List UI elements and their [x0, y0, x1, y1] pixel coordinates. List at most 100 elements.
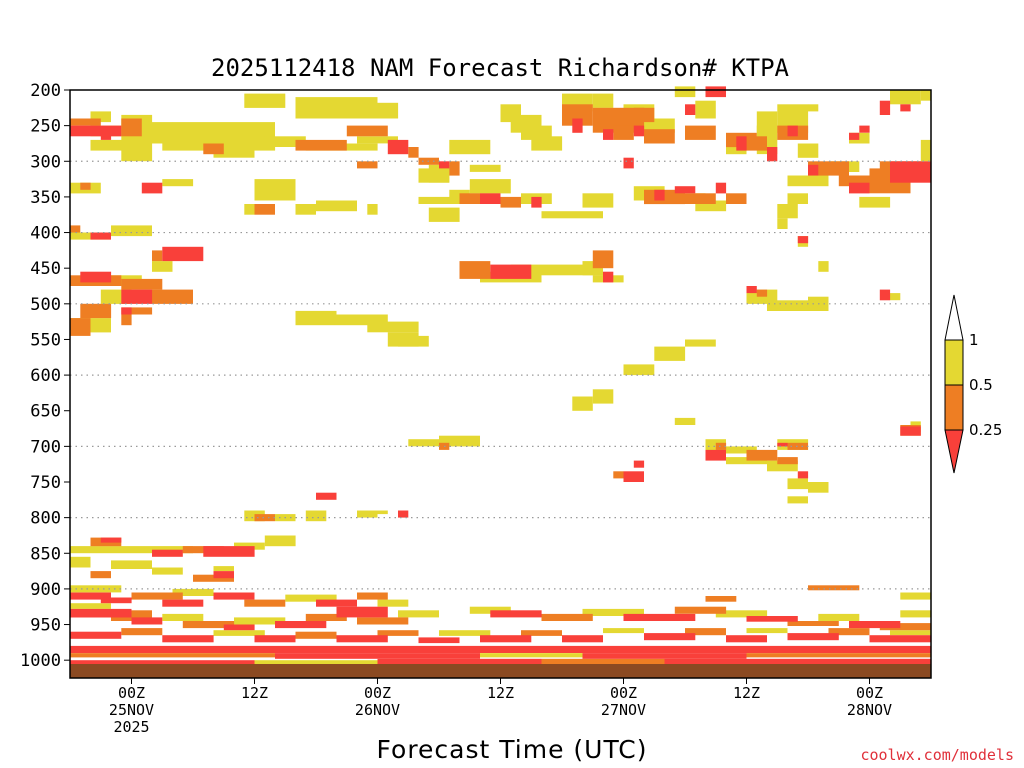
legend-label-1: 1 [969, 331, 979, 349]
ri-cell-y [213, 147, 255, 158]
ri-cell-r [223, 624, 255, 631]
ri-cell-r [562, 635, 603, 643]
ri-cell-y [808, 104, 819, 112]
ri-cell-o [613, 125, 634, 140]
ri-cell-y [900, 592, 932, 600]
ri-cell-y [674, 417, 696, 425]
y-tick-label: 400 [30, 224, 61, 244]
ri-cell-r [879, 100, 891, 115]
ri-cell-r [336, 606, 388, 618]
ri-cell-o [644, 129, 675, 144]
ri-cell-o [80, 182, 91, 190]
ri-cell-r [623, 613, 696, 621]
x-tick-label: 28NOV [847, 701, 892, 719]
ri-cell-o [808, 585, 860, 591]
ri-cell-o [633, 107, 655, 123]
ri-cell-o [459, 193, 480, 204]
ri-cell-r [715, 182, 727, 194]
ri-cell-y [357, 136, 398, 144]
ri-cell-o [295, 631, 337, 639]
ri-cell-r [644, 633, 696, 641]
ri-cell-r [746, 616, 798, 622]
ri-cell-o [377, 630, 419, 636]
y-tick-label: 650 [30, 402, 61, 422]
ri-cell-r [418, 637, 460, 644]
ri-cell-r [121, 307, 132, 315]
ri-cell-r [152, 549, 183, 557]
ri-cell-r [674, 186, 696, 194]
ri-cell-o [305, 613, 347, 621]
ri-cell-r [746, 286, 757, 294]
ri-cell-y [172, 588, 214, 596]
ri-cell-r [70, 645, 931, 653]
x-tick-label: 12Z [487, 684, 514, 702]
ri-cell-y [685, 339, 716, 347]
ri-cell-y [152, 261, 173, 272]
ri-cell-r [654, 189, 665, 201]
x-tick-label: 2025 [113, 718, 149, 736]
ri-cell-r [531, 196, 542, 208]
ri-cell-r [900, 104, 911, 112]
ri-cell-o [879, 623, 932, 631]
ri-cell-r [377, 658, 542, 666]
ri-cell-y [234, 617, 286, 625]
ri-cell-o [756, 289, 768, 297]
ri-cell-y [111, 225, 152, 237]
ri-cell-o [674, 606, 727, 614]
ri-cell-y [408, 439, 450, 447]
ri-cell-y [367, 321, 419, 333]
ri-cell-r [633, 125, 645, 137]
ri-cell-o [828, 628, 870, 636]
ri-cell-r [213, 571, 234, 579]
y-tick-label: 500 [30, 295, 61, 315]
ri-cell-r [254, 635, 296, 643]
ri-cell-o [541, 658, 665, 665]
ri-cell-r [623, 157, 634, 169]
ri-cell-y [654, 346, 686, 361]
ri-cell-o [357, 161, 378, 169]
ri-cell-y [254, 179, 296, 201]
ri-cell-r [849, 182, 870, 194]
ri-cell-y [449, 139, 491, 155]
ri-cell-o [193, 574, 234, 582]
ri-cell-r [808, 164, 819, 176]
ri-cell-y [152, 567, 183, 575]
y-tick-label: 850 [30, 544, 61, 564]
ri-cell-y [469, 606, 511, 614]
ri-cell-r [705, 449, 726, 461]
legend-label-0.5: 0.5 [969, 376, 993, 394]
ri-cell-y [367, 204, 378, 215]
ri-cell-y [336, 314, 388, 326]
y-tick-label: 200 [30, 81, 61, 101]
ri-cell-r [797, 471, 809, 479]
plot-area [69, 86, 932, 679]
ri-cell-r [890, 161, 931, 183]
ri-cell-r [490, 264, 532, 279]
ri-cell-y [398, 335, 429, 347]
ri-cell-y [428, 164, 450, 183]
ri-cell-y [767, 460, 798, 472]
x-axis-label: Forecast Time (UTC) [377, 735, 648, 764]
ri-cell-y [531, 136, 563, 151]
ri-cell-y [726, 446, 757, 454]
ri-cell-r [162, 635, 214, 643]
ri-cell-y [244, 93, 286, 108]
ri-cell-r [777, 442, 788, 447]
ri-cell-r [767, 147, 778, 162]
ri-cell-o [500, 196, 521, 208]
legend-swatch-orange [944, 384, 964, 431]
ri-cell-o [459, 261, 491, 279]
ri-cell-y [316, 200, 357, 212]
ri-cell-r [439, 161, 450, 169]
ri-cell-r [387, 139, 409, 155]
ri-cell-y [777, 218, 788, 229]
ri-cell-r [100, 537, 122, 543]
ri-cell-y [213, 630, 265, 636]
ri-cell-y [818, 613, 860, 621]
ri-cell-o [746, 136, 767, 151]
ri-cell-o [254, 204, 275, 215]
ri-cell-o [746, 449, 778, 461]
ri-cell-o [787, 621, 839, 626]
ri-cell-r [275, 653, 480, 659]
